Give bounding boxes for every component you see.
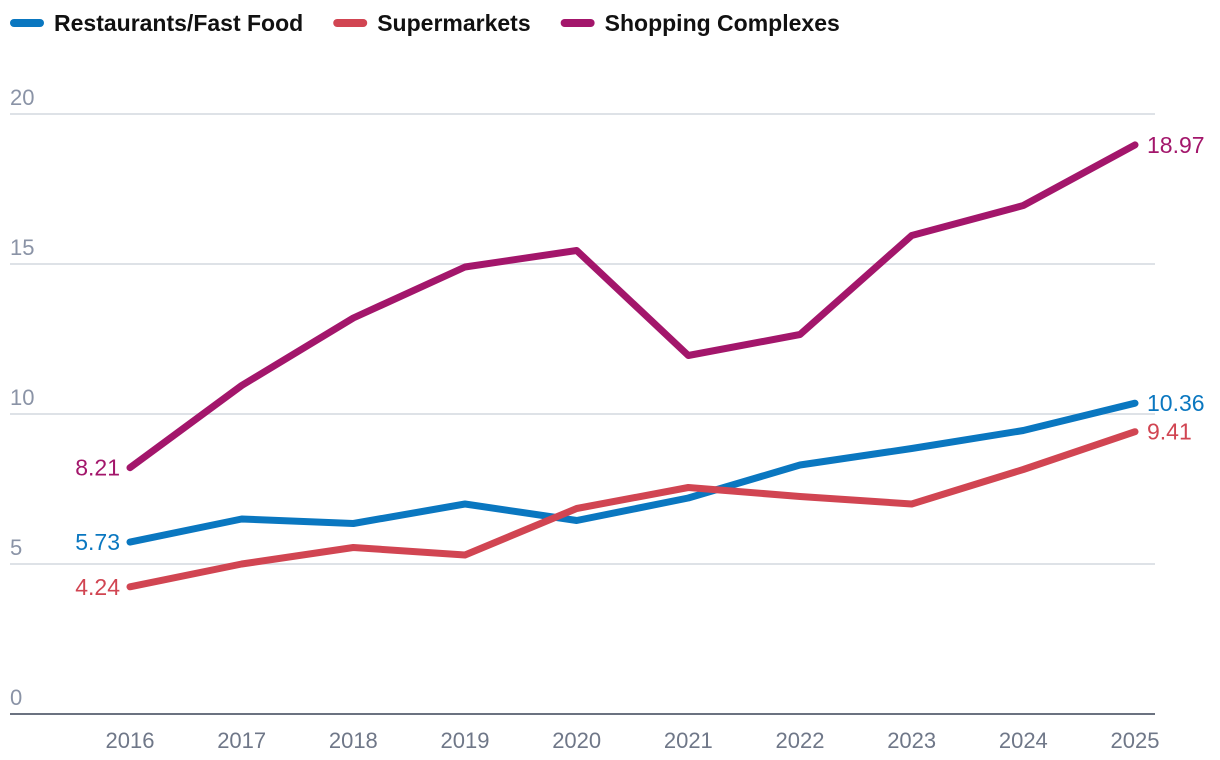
y-tick-label-15: 15 [10, 235, 34, 260]
data-label-end-shopping-complexes: 18.97 [1147, 132, 1205, 158]
legend-label-supermarkets: Supermarkets [377, 10, 530, 36]
data-label-end-supermarkets: 9.41 [1147, 419, 1192, 445]
x-tick-label-2023: 2023 [887, 728, 936, 753]
series-lines [126, 141, 1139, 591]
x-tick-label-2019: 2019 [441, 728, 490, 753]
y-axis: 0 5 10 15 20 [10, 85, 34, 710]
legend-item-restaurants-fast-food: Restaurants/Fast Food [10, 10, 303, 36]
data-label-end-restaurants-fast-food: 10.36 [1147, 390, 1205, 416]
gridlines [10, 113, 1155, 715]
series-line-supermarkets [126, 428, 1139, 591]
y-tick-label-0: 0 [10, 685, 22, 710]
y-tick-label-5: 5 [10, 535, 22, 560]
x-axis: 2016 2017 2018 2019 2020 2021 2022 2023 2024 2025 [106, 728, 1160, 753]
legend-label-shopping-complexes: Shopping Complexes [605, 10, 840, 36]
x-tick-label-2016: 2016 [106, 728, 155, 753]
data-label-start-restaurants-fast-food: 5.73 [75, 529, 120, 555]
legend-item-shopping-complexes: Shopping Complexes [560, 10, 840, 36]
x-tick-label-2022: 2022 [776, 728, 825, 753]
y-tick-label-20: 20 [10, 85, 34, 110]
data-label-start-shopping-complexes: 8.21 [75, 455, 120, 481]
x-tick-label-2020: 2020 [552, 728, 601, 753]
series-line-restaurants-fast-food [126, 399, 1139, 546]
data-label-start-supermarkets: 4.24 [75, 574, 120, 600]
y-tick-label-10: 10 [10, 385, 34, 410]
x-tick-label-2025: 2025 [1111, 728, 1160, 753]
x-tick-label-2021: 2021 [664, 728, 713, 753]
series-line-shopping-complexes [126, 141, 1139, 472]
x-tick-label-2018: 2018 [329, 728, 378, 753]
legend-label-restaurants-fast-food: Restaurants/Fast Food [54, 10, 303, 36]
legend-item-supermarkets: Supermarkets [333, 10, 531, 36]
legend: Restaurants/Fast Food Supermarkets Shoppin… [10, 10, 840, 36]
x-tick-label-2017: 2017 [217, 728, 266, 753]
data-labels: 5.73 10.36 4.24 9.41 8.21 18.97 [75, 132, 1204, 600]
x-tick-label-2024: 2024 [999, 728, 1048, 753]
